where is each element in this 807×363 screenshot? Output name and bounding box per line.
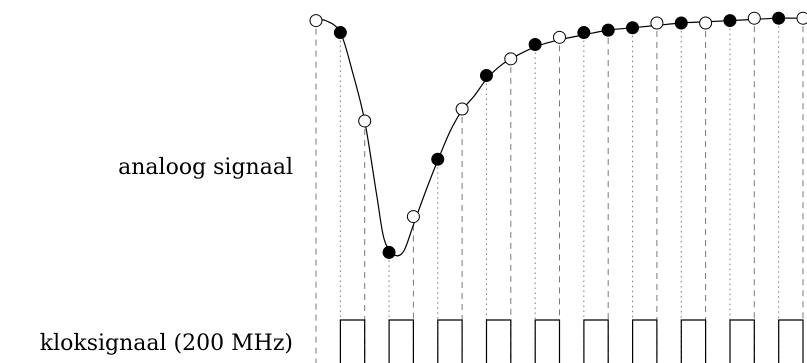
open-sample-point xyxy=(358,114,372,128)
filled-sample-point xyxy=(723,14,737,28)
open-sample-point xyxy=(796,11,807,25)
open-sample-point xyxy=(553,30,566,44)
open-sample-point xyxy=(309,14,323,28)
open-sample-point xyxy=(406,210,420,224)
filled-sample-point xyxy=(577,26,591,40)
filled-sample-point xyxy=(382,245,396,259)
open-sample-point xyxy=(650,16,664,30)
filled-sample-point xyxy=(333,26,347,40)
filled-sample-point xyxy=(431,152,445,166)
clock-signal-waveform xyxy=(339,319,804,363)
analog-signal-label: analoog signaal xyxy=(118,155,293,180)
open-sample-point xyxy=(455,102,469,116)
open-sample-point xyxy=(699,16,713,30)
filled-sample-point xyxy=(626,21,640,35)
clock-signal-label: kloksignaal (200 MHz) xyxy=(40,331,293,356)
sample-guide-lines xyxy=(315,26,804,363)
filled-sample-point xyxy=(528,37,542,51)
filled-sample-point xyxy=(479,69,493,83)
open-sample-point xyxy=(747,11,761,25)
filled-sample-point xyxy=(601,23,615,37)
sample-points xyxy=(309,11,807,259)
open-sample-point xyxy=(504,52,518,66)
filled-sample-point xyxy=(674,16,688,30)
filled-sample-point xyxy=(772,11,786,25)
